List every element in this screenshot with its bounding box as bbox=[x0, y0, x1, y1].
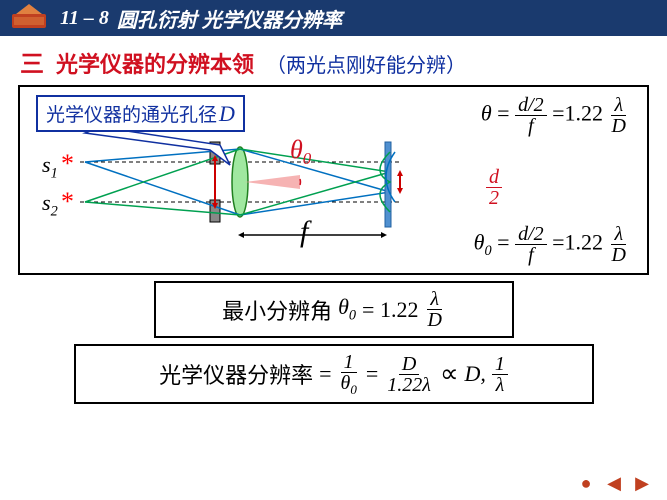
nav-prev-icon[interactable]: ◀ bbox=[603, 472, 625, 494]
header-logo bbox=[8, 2, 50, 32]
header-title: 圆孔衍射 光学仪器分辨率 bbox=[117, 4, 342, 33]
source-s1: s1* bbox=[42, 149, 73, 182]
f-label: f bbox=[300, 215, 308, 249]
header-bar: 11 – 8 圆孔衍射 光学仪器分辨率 bbox=[0, 0, 667, 36]
diagram-box: 光学仪器的通光孔径 D s1* s2* θ0 f d2 θ = d/2f bbox=[18, 85, 649, 275]
d-half-label: d2 bbox=[486, 167, 502, 208]
section-sub: （两光点刚好能分辨） bbox=[266, 49, 466, 78]
formula-theta0: θ0 = d/2f =1.22 λD bbox=[474, 224, 629, 265]
section-title: 三 光学仪器的分辨本领 （两光点刚好能分辨） bbox=[0, 36, 667, 83]
nav-footer: ● ◀ ▶ bbox=[575, 472, 653, 494]
formula-theta: θ = d/2f =1.22 λD bbox=[481, 95, 629, 136]
resolution-label: 光学仪器分辨率 bbox=[159, 358, 313, 390]
section-num: 三 bbox=[20, 44, 44, 79]
section-main: 光学仪器的分辨本领 bbox=[56, 47, 254, 79]
chapter-num: 11 – 8 bbox=[60, 7, 109, 30]
min-angle-box: 最小分辨角 θ0 = 1.22 λD bbox=[154, 281, 514, 338]
source-s2: s2* bbox=[42, 187, 73, 220]
nav-home-icon[interactable]: ● bbox=[575, 472, 597, 494]
label-callout bbox=[80, 125, 260, 185]
nav-next-icon[interactable]: ▶ bbox=[631, 472, 653, 494]
aperture-label: 光学仪器的通光孔径 D bbox=[36, 95, 245, 132]
theta-label: θ0 bbox=[290, 135, 311, 169]
resolution-box: 光学仪器分辨率 = 1θ0 = D1.22λ ∝ D, 1λ bbox=[74, 344, 594, 404]
min-angle-label: 最小分辨角 bbox=[222, 294, 332, 326]
